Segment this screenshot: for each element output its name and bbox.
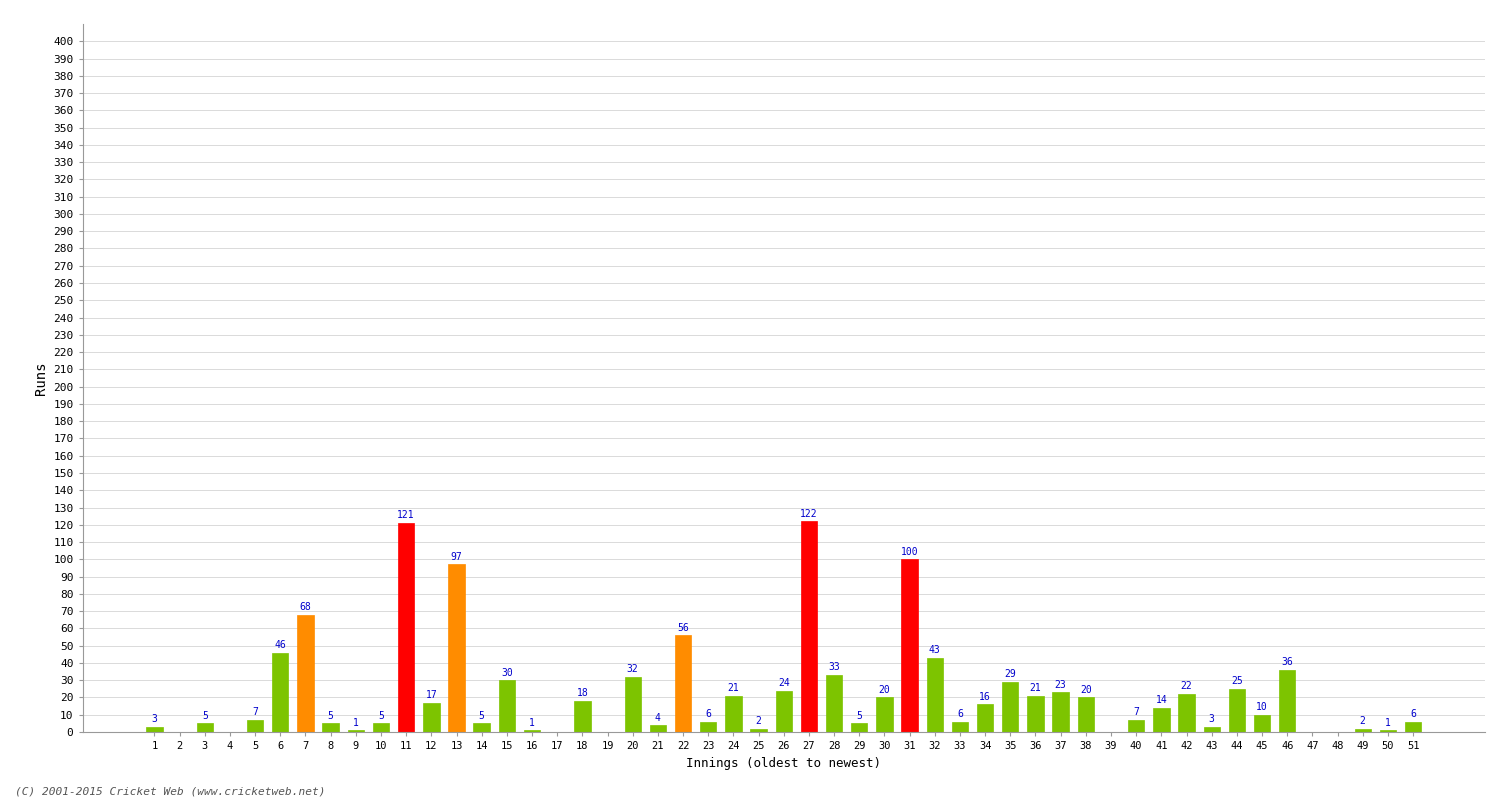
Bar xyxy=(850,723,867,732)
X-axis label: Innings (oldest to newest): Innings (oldest to newest) xyxy=(686,757,882,770)
Text: 97: 97 xyxy=(450,552,462,562)
Bar xyxy=(1228,689,1245,732)
Bar xyxy=(750,729,766,732)
Text: 10: 10 xyxy=(1256,702,1268,712)
Bar xyxy=(147,727,162,732)
Bar xyxy=(524,730,540,732)
Text: 7: 7 xyxy=(252,707,258,718)
Text: 122: 122 xyxy=(800,509,818,518)
Text: 14: 14 xyxy=(1155,695,1167,706)
Text: 5: 5 xyxy=(378,710,384,721)
Text: 6: 6 xyxy=(705,709,711,719)
Bar xyxy=(1053,692,1070,732)
Bar xyxy=(876,698,892,732)
Y-axis label: Runs: Runs xyxy=(33,362,48,394)
Bar xyxy=(248,720,264,732)
Bar xyxy=(374,723,388,732)
Text: 7: 7 xyxy=(1132,707,1138,718)
Bar xyxy=(1354,729,1371,732)
Bar xyxy=(1406,722,1422,732)
Text: 43: 43 xyxy=(928,645,940,655)
Text: 32: 32 xyxy=(627,664,639,674)
Bar xyxy=(423,702,439,732)
Text: 5: 5 xyxy=(202,710,207,721)
Bar xyxy=(1002,682,1019,732)
Bar xyxy=(1028,696,1044,732)
Bar xyxy=(1380,730,1396,732)
Text: 24: 24 xyxy=(778,678,789,688)
Text: 36: 36 xyxy=(1281,658,1293,667)
Text: 5: 5 xyxy=(327,710,333,721)
Text: 20: 20 xyxy=(879,685,891,695)
Bar xyxy=(272,653,288,732)
Text: 23: 23 xyxy=(1054,680,1066,690)
Bar xyxy=(1280,670,1296,732)
Text: 3: 3 xyxy=(1209,714,1215,724)
Text: 22: 22 xyxy=(1180,682,1192,691)
Bar xyxy=(448,565,465,732)
Bar xyxy=(801,522,818,732)
Bar xyxy=(498,680,514,732)
Text: 33: 33 xyxy=(828,662,840,673)
Text: 3: 3 xyxy=(152,714,157,724)
Bar xyxy=(348,730,364,732)
Text: 18: 18 xyxy=(576,688,588,698)
Bar xyxy=(675,635,692,732)
Text: 1: 1 xyxy=(530,718,536,728)
Bar xyxy=(474,723,490,732)
Text: 1: 1 xyxy=(352,718,358,728)
Text: 6: 6 xyxy=(957,709,963,719)
Text: 21: 21 xyxy=(728,683,740,693)
Text: 5: 5 xyxy=(856,710,862,721)
Text: 30: 30 xyxy=(501,668,513,678)
Bar xyxy=(927,658,944,732)
Text: 6: 6 xyxy=(1410,709,1416,719)
Bar xyxy=(724,696,741,732)
Text: 4: 4 xyxy=(656,713,662,722)
Bar xyxy=(624,677,640,732)
Bar xyxy=(1254,714,1270,732)
Text: 25: 25 xyxy=(1232,676,1242,686)
Bar xyxy=(902,559,918,732)
Bar xyxy=(952,722,968,732)
Text: 16: 16 xyxy=(980,692,992,702)
Bar xyxy=(1203,727,1219,732)
Bar xyxy=(976,704,993,732)
Text: 46: 46 xyxy=(274,640,286,650)
Text: 68: 68 xyxy=(300,602,312,612)
Bar xyxy=(196,723,213,732)
Bar xyxy=(700,722,717,732)
Bar xyxy=(776,690,792,732)
Text: 56: 56 xyxy=(676,622,688,633)
Bar xyxy=(1128,720,1144,732)
Bar xyxy=(827,675,843,732)
Text: 5: 5 xyxy=(478,710,484,721)
Text: 17: 17 xyxy=(426,690,436,700)
Text: 21: 21 xyxy=(1029,683,1041,693)
Bar xyxy=(322,723,339,732)
Bar xyxy=(574,701,591,732)
Text: 100: 100 xyxy=(902,546,918,557)
Text: 20: 20 xyxy=(1080,685,1092,695)
Text: 29: 29 xyxy=(1005,670,1016,679)
Bar xyxy=(1077,698,1094,732)
Bar xyxy=(1154,708,1170,732)
Text: 121: 121 xyxy=(398,510,416,521)
Bar xyxy=(1179,694,1194,732)
Text: 1: 1 xyxy=(1384,718,1390,728)
Bar xyxy=(398,523,414,732)
Bar xyxy=(650,725,666,732)
Text: 2: 2 xyxy=(1360,716,1365,726)
Text: 2: 2 xyxy=(756,716,762,726)
Bar xyxy=(297,614,314,732)
Text: (C) 2001-2015 Cricket Web (www.cricketweb.net): (C) 2001-2015 Cricket Web (www.cricketwe… xyxy=(15,786,326,796)
